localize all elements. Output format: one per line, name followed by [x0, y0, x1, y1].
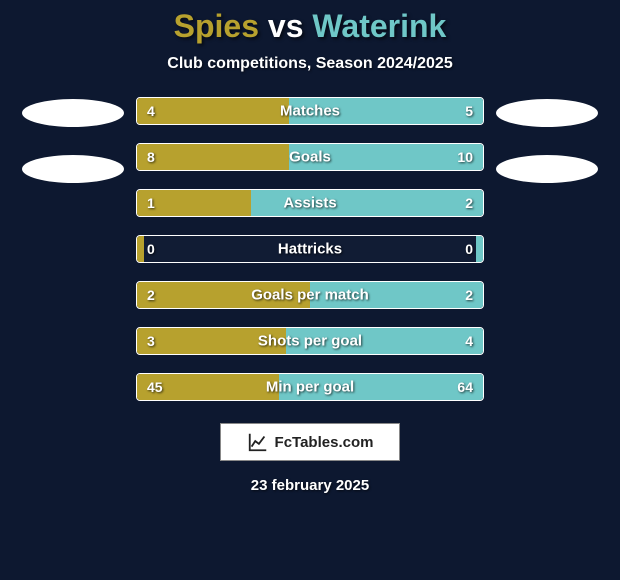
title-player2: Waterink [312, 8, 446, 44]
bar-value-right: 4 [465, 333, 473, 349]
watermark-text: FcTables.com [275, 434, 374, 451]
bar-value-left: 0 [147, 241, 155, 257]
bar-value-right: 5 [465, 103, 473, 119]
stat-bar: 8 10 Goals [136, 143, 484, 171]
date: 23 february 2025 [0, 477, 620, 494]
watermark: FcTables.com [220, 423, 400, 461]
bar-label: Assists [283, 195, 336, 212]
bar-value-right: 0 [465, 241, 473, 257]
bar-value-left: 1 [147, 195, 155, 211]
bar-label: Min per goal [266, 379, 354, 396]
bar-value-right: 64 [457, 379, 473, 395]
player1-badge-placeholder [22, 99, 124, 127]
bar-fill-right [476, 236, 483, 262]
stat-bar: 45 64 Min per goal [136, 373, 484, 401]
left-oval-column [22, 97, 124, 183]
player2-flag-placeholder [496, 155, 598, 183]
chart-icon [247, 431, 269, 453]
bar-value-right: 2 [465, 195, 473, 211]
title-player1: Spies [174, 8, 259, 44]
stat-bar: 1 2 Assists [136, 189, 484, 217]
stat-bar: 2 2 Goals per match [136, 281, 484, 309]
stat-bar: 3 4 Shots per goal [136, 327, 484, 355]
bar-fill-left [137, 236, 144, 262]
bar-value-left: 8 [147, 149, 155, 165]
bar-value-left: 4 [147, 103, 155, 119]
bar-label: Shots per goal [258, 333, 362, 350]
bar-label: Goals per match [251, 287, 369, 304]
main-row: 45Matches810Goals12Assists00Hattricks22G… [0, 97, 620, 401]
bar-label: Matches [280, 103, 340, 120]
subtitle: Club competitions, Season 2024/2025 [0, 55, 620, 73]
bar-value-right: 2 [465, 287, 473, 303]
comparison-infographic: Spies vs Waterink Club competitions, Sea… [0, 0, 620, 580]
stat-bars: 45Matches810Goals12Assists00Hattricks22G… [136, 97, 484, 401]
bar-value-right: 10 [457, 149, 473, 165]
stat-bar: 0 0 Hattricks [136, 235, 484, 263]
bar-label: Hattricks [278, 241, 342, 258]
bar-label: Goals [289, 149, 331, 166]
right-oval-column [496, 97, 598, 183]
bar-value-left: 45 [147, 379, 163, 395]
stat-bar: 4 5 Matches [136, 97, 484, 125]
title-vs: vs [268, 8, 304, 44]
bar-value-left: 2 [147, 287, 155, 303]
page-title: Spies vs Waterink [0, 8, 620, 45]
bar-fill-left [137, 98, 289, 124]
player1-flag-placeholder [22, 155, 124, 183]
bar-value-left: 3 [147, 333, 155, 349]
player2-badge-placeholder [496, 99, 598, 127]
bar-fill-left [137, 144, 289, 170]
